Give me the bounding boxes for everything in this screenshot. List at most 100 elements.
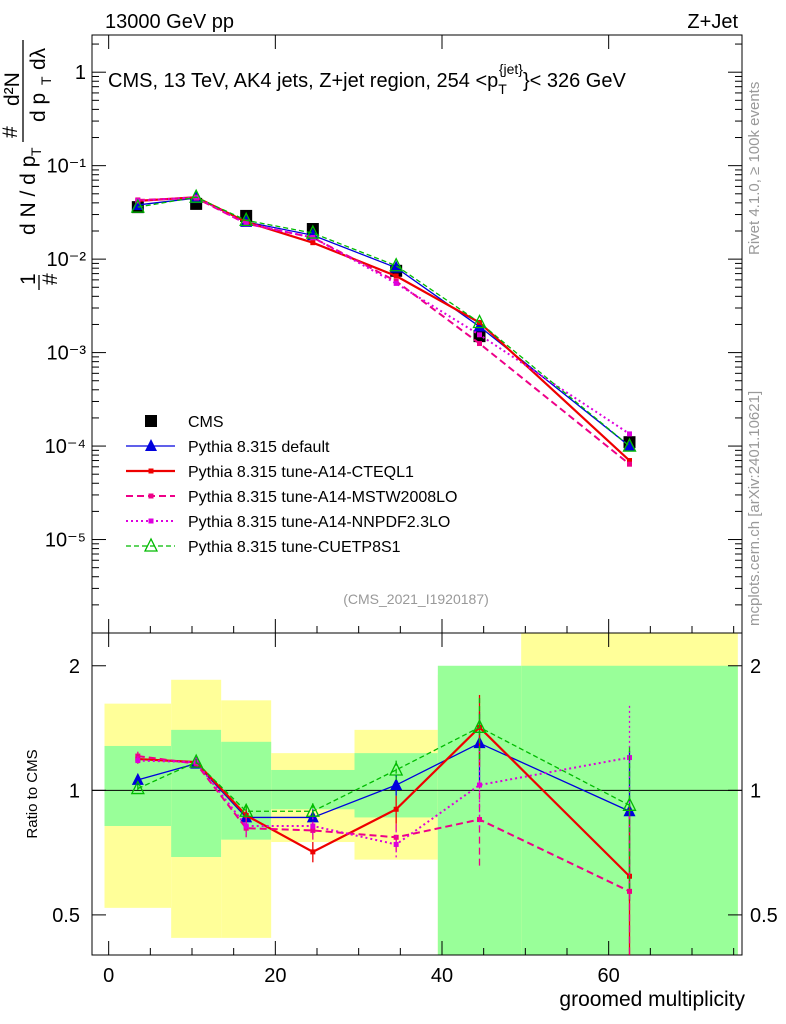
ratio-point-mstw bbox=[477, 817, 482, 823]
ratio-ytick-label-right: 1 bbox=[750, 780, 761, 802]
main-ytick-label: 1 bbox=[75, 62, 86, 84]
main-series bbox=[130, 188, 637, 467]
ratio-point-nnpdf bbox=[243, 823, 249, 829]
title-suffix: }< 326 GeV bbox=[523, 70, 627, 92]
ratio-point-nnpdf bbox=[393, 841, 399, 847]
legend-label-mstw: Pythia 8.315 tune-A14-MSTW2008LO bbox=[188, 489, 457, 506]
ratio-ytick-label: 2 bbox=[69, 656, 80, 678]
main-point-default bbox=[623, 439, 636, 452]
main-point-ctq bbox=[393, 273, 399, 279]
ratio-ytick-label: 1 bbox=[69, 780, 80, 802]
title-sup: {jet} bbox=[499, 61, 523, 77]
main-ytick-label: 10⁻³ bbox=[47, 343, 87, 365]
ylabel-T2: T bbox=[38, 76, 54, 85]
main-point-mstw bbox=[477, 341, 482, 347]
header-right: Z+Jet bbox=[687, 11, 738, 33]
main-point-cuetp bbox=[622, 437, 637, 452]
ratio-point-nnpdf bbox=[310, 823, 316, 829]
ratio-point-ctq bbox=[393, 806, 399, 812]
ratio-point-mstw bbox=[627, 888, 632, 894]
main-point-nnpdf bbox=[393, 280, 399, 286]
axes-frames bbox=[91, 34, 743, 956]
ratio-point-nnpdf bbox=[135, 758, 141, 764]
ratio-ytick-label-right: 0.5 bbox=[750, 905, 778, 927]
legend: CMS Pythia 8.315 default Pythia 8.315 tune… bbox=[126, 414, 457, 556]
ratio-xtick-label: 0 bbox=[103, 965, 114, 987]
main-point-cuetp bbox=[239, 211, 254, 226]
main-point-ctq bbox=[310, 240, 316, 246]
main-ytick-label: 10⁻⁴ bbox=[45, 436, 86, 458]
ratio-point-cuetp bbox=[305, 802, 320, 817]
main-point-cuetp bbox=[130, 198, 145, 213]
title-sub: T bbox=[498, 81, 507, 97]
band-inner-3 bbox=[271, 769, 355, 810]
ratio-point-cuetp bbox=[130, 780, 145, 795]
main-point-cuetp bbox=[472, 314, 487, 329]
ratio-xtick-label: 60 bbox=[598, 965, 620, 987]
main-ylabel: 1 # d N / d p T # d²N d p T dλ bbox=[0, 40, 62, 290]
legend-label-cuetp: Pythia 8.315 tune-CUETP8S1 bbox=[188, 539, 401, 556]
legend-marker-nnpdf bbox=[148, 518, 154, 524]
ylabel-dpt: d p bbox=[27, 93, 50, 122]
legend-marker-ctq bbox=[148, 468, 154, 474]
main-point-cuetp bbox=[305, 224, 320, 239]
main-title: CMS, 13 TeV, AK4 jets, Z+jet region, 254… bbox=[108, 61, 626, 97]
ratio-xlabel: groomed multiplicity bbox=[559, 988, 745, 1011]
main-ytick-label: 10⁻⁵ bbox=[45, 530, 86, 552]
main-point-nnpdf bbox=[627, 431, 632, 437]
legend-marker-default bbox=[145, 439, 157, 451]
band-inner-1 bbox=[171, 729, 222, 858]
ylabel-hash: # bbox=[39, 273, 62, 285]
legend-marker-cms bbox=[145, 415, 157, 427]
title-prefix: CMS, 13 TeV, AK4 jets, Z+jet region, 254… bbox=[108, 70, 498, 92]
ratio-point-default bbox=[131, 772, 144, 785]
ratio-ytick-label-right: 2 bbox=[750, 656, 761, 678]
legend-marker-mstw bbox=[148, 493, 154, 499]
ylabel-d2N: d²N bbox=[1, 72, 24, 106]
ylabel-n1: 1 bbox=[17, 273, 40, 285]
ratio-point-ctq bbox=[310, 849, 316, 855]
legend-label-default: Pythia 8.315 default bbox=[188, 439, 330, 456]
ratio-plot-frame bbox=[91, 632, 743, 956]
legend-marker-cuetp bbox=[143, 537, 159, 552]
analysis-id: (CMS_2021_I1920187) bbox=[343, 591, 489, 607]
ratio-point-default bbox=[390, 778, 403, 791]
main-point-default bbox=[473, 319, 486, 332]
main-point-mstw bbox=[627, 461, 632, 467]
ylabel-dN: d N / d p bbox=[17, 156, 40, 235]
ratio-point-cuetp bbox=[389, 761, 404, 776]
ratio-point-cuetp bbox=[622, 796, 637, 811]
main-line-nnpdf bbox=[137, 196, 631, 435]
main-point-cuetp bbox=[389, 257, 404, 272]
ratio-xtick-label: 40 bbox=[431, 965, 453, 987]
legend-label-nnpdf: Pythia 8.315 tune-A14-NNPDF2.3LO bbox=[188, 514, 450, 531]
main-ytick-label: 10⁻² bbox=[47, 249, 87, 271]
ratio-ytick-label: 0.5 bbox=[52, 905, 80, 927]
ratio-point-mstw bbox=[310, 827, 316, 833]
main-point-nnpdf bbox=[477, 332, 482, 338]
legend-label-cms: CMS bbox=[188, 414, 224, 431]
mcplots-label: mcplots.cern.ch [arXiv:2401.10621] bbox=[746, 391, 763, 626]
ylabel-dl: dλ bbox=[27, 47, 50, 70]
main-line-default bbox=[137, 197, 630, 447]
ratio-ylabel: Ratio to CMS bbox=[24, 749, 41, 838]
ratio-point-cuetp bbox=[472, 718, 487, 733]
ratio-series bbox=[130, 694, 637, 955]
main-ytick-label: 10⁻¹ bbox=[47, 156, 87, 178]
legend-label-ctq: Pythia 8.315 tune-A14-CTEQL1 bbox=[188, 464, 414, 481]
ratio-point-cuetp bbox=[239, 802, 254, 817]
header-left: 13000 GeV pp bbox=[105, 11, 234, 33]
main-point-default bbox=[390, 260, 403, 273]
ratio-xtick-label: 20 bbox=[264, 965, 286, 987]
main-point-nnpdf bbox=[243, 221, 249, 227]
ylabel-T1: T bbox=[28, 147, 44, 156]
main-point-ctq bbox=[627, 458, 632, 464]
rivet-label: Rivet 4.1.0, ≥ 100k events bbox=[746, 82, 763, 255]
main-point-cuetp bbox=[189, 188, 204, 203]
main-line-cuetp bbox=[137, 196, 630, 447]
ylabel-hash2: # bbox=[0, 126, 22, 138]
axis-ticks: 1 10⁻¹ 10⁻² 10⁻³ 10⁻⁴ 10⁻⁵ 0 20 40 60 0.5 0.5 1 1 2 2 bbox=[45, 35, 778, 987]
ratio-uncertainty-bands bbox=[92, 633, 742, 955]
ratio-point-cuetp bbox=[189, 753, 204, 768]
